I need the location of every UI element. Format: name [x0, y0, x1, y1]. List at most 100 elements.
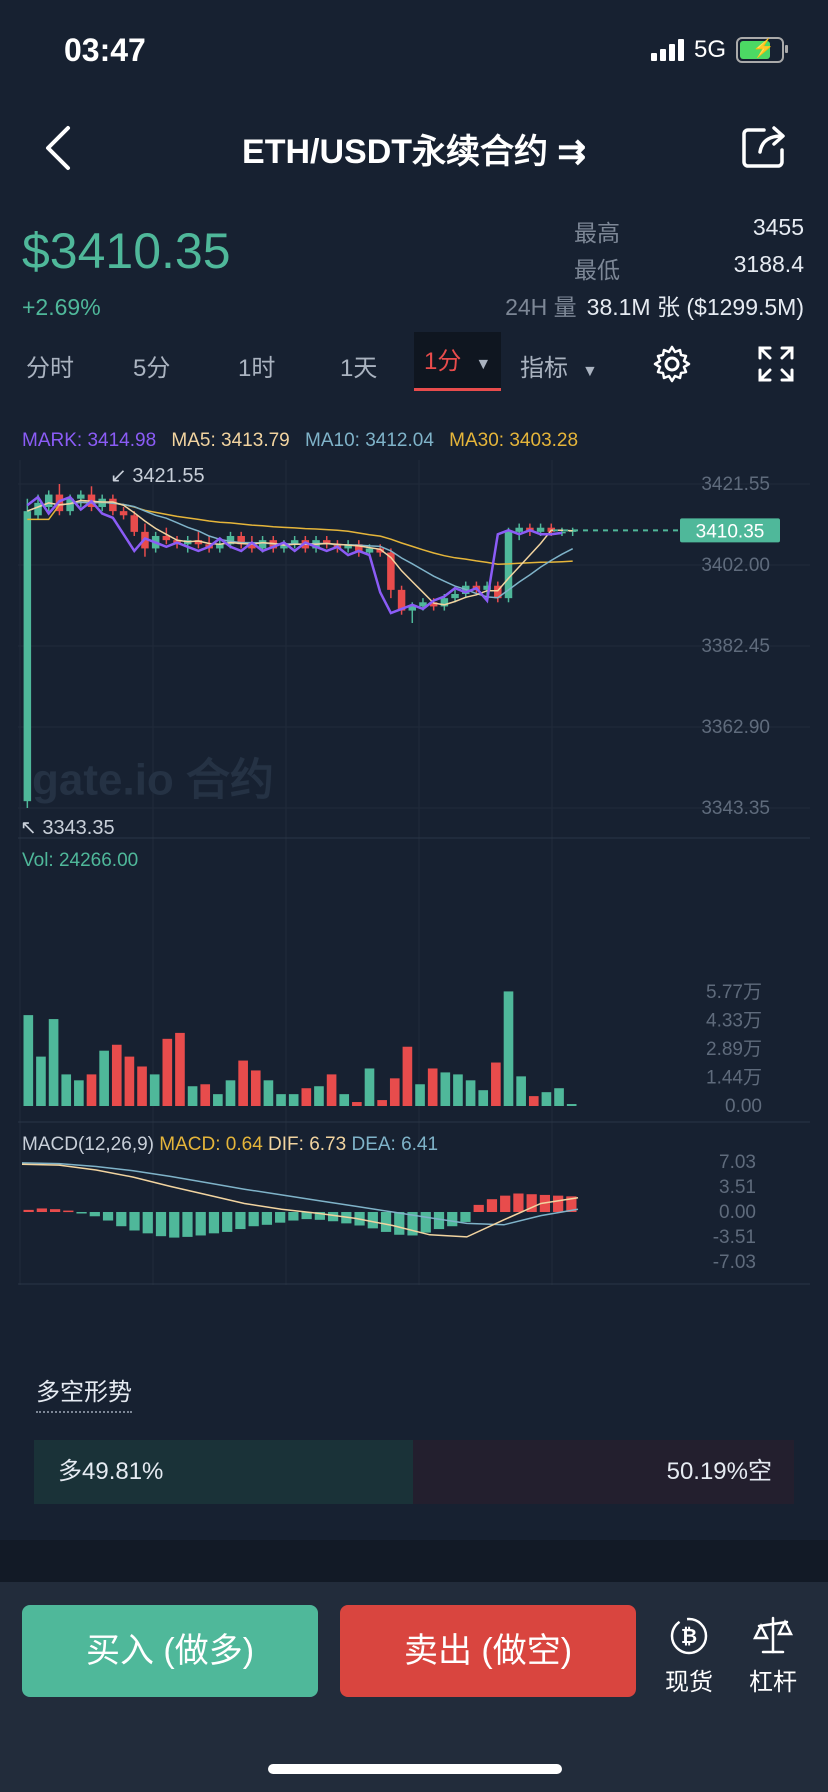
- leverage-button[interactable]: 杠杆: [738, 1614, 808, 1697]
- signal-icon: [650, 39, 684, 61]
- candle-body: [504, 531, 513, 599]
- tab-timeline[interactable]: 分时: [26, 355, 74, 382]
- candle-body: [365, 548, 374, 553]
- tab-indicators[interactable]: 指标 ▼: [520, 348, 598, 383]
- min-price-annotation: ↖ 3343.35: [20, 817, 115, 839]
- market-bias-title[interactable]: 多空形势: [36, 1372, 132, 1413]
- candle-body: [77, 494, 85, 499]
- volume-bar: [364, 1068, 375, 1106]
- volume-bar: [263, 1080, 274, 1106]
- macd-bar: [394, 1212, 405, 1235]
- long-ratio: 多49.81%: [34, 1440, 413, 1504]
- macd-bar: [433, 1212, 445, 1230]
- indicator-legend: MARK: 3414.98 MA5: 3413.79 MA10: 3412.04…: [22, 430, 588, 452]
- candle-body: [344, 544, 352, 549]
- macd-bar: [261, 1212, 273, 1225]
- candle-body: [226, 535, 235, 545]
- volume-bar: [48, 1019, 59, 1106]
- candle-body: [237, 535, 245, 545]
- tab-5min[interactable]: 5分: [133, 355, 171, 382]
- macd-legend: MACD(12,26,9) MACD: 0.64 DIF: 6.73 DEA: …: [22, 1134, 438, 1155]
- macd-bar: [367, 1212, 378, 1229]
- buy-long-button[interactable]: 买入 (做多): [22, 1605, 318, 1697]
- candle-body: [376, 548, 384, 553]
- macd-bar: [208, 1212, 220, 1234]
- macd-bar: [63, 1210, 74, 1213]
- volume-bar: [276, 1094, 286, 1106]
- macd-bar: [566, 1196, 577, 1212]
- volume-tick-label: 5.77万: [706, 982, 762, 1003]
- network-type: 5G: [693, 36, 726, 63]
- last-price: $3410.35: [22, 223, 231, 279]
- sell-short-button[interactable]: 卖出 (做空): [340, 1605, 636, 1697]
- candle-body: [515, 527, 523, 532]
- macd-bar: [195, 1212, 206, 1236]
- tab-1day[interactable]: 1天: [340, 355, 378, 382]
- candle-body: [248, 544, 256, 549]
- macd-bar: [500, 1195, 511, 1212]
- tab-indicators-label: 指标: [520, 355, 568, 382]
- volume-bar: [23, 1015, 34, 1106]
- tab-1min[interactable]: 1分 ▼: [414, 332, 502, 391]
- macd-bar: [526, 1194, 537, 1212]
- market-bias-bar: 多49.81% 50.19%空: [34, 1440, 794, 1504]
- status-icons: 5G ⚡: [650, 36, 788, 64]
- share-icon[interactable]: [740, 124, 790, 170]
- contract-title[interactable]: ETH/USDT永续合约 ⇉: [242, 133, 586, 171]
- volume-bar: [86, 1074, 97, 1106]
- fullscreen-icon[interactable]: [756, 344, 796, 384]
- candle-body: [216, 544, 224, 549]
- macd-bar: [222, 1212, 233, 1232]
- candle-body: [44, 494, 53, 507]
- current-price-tag: [680, 518, 780, 543]
- volume-bar: [61, 1074, 72, 1106]
- volume-bar: [453, 1074, 463, 1106]
- macd-bar: [473, 1204, 484, 1212]
- macd-bar: [314, 1212, 325, 1220]
- low-label: 最低: [574, 257, 620, 283]
- candle-body: [355, 544, 363, 553]
- ticker-stats: 最高 3455 最低 3188.4 24H 量 38.1M 张 ($1299.5M): [505, 214, 804, 325]
- macd-tick-label: -3.51: [713, 1227, 756, 1248]
- bitcoin-icon: ₿: [670, 1617, 708, 1655]
- volume-bar: [111, 1044, 122, 1106]
- kline-chart[interactable]: 3421.55 3402.00 3382.45 3362.90 3343.35 gate.…: [18, 460, 810, 1312]
- tab-1hour[interactable]: 1时: [238, 355, 276, 382]
- candle-body: [162, 535, 171, 541]
- spot-button[interactable]: ₿ 现货: [654, 1614, 724, 1697]
- volume-label: 24H 量: [505, 294, 577, 320]
- macd-bar: [36, 1208, 47, 1212]
- home-indicator: [268, 1764, 562, 1774]
- macd-bar: [553, 1195, 564, 1212]
- chart-svg: 3421.55 3402.00 3382.45 3362.90 3343.35 gate.…: [18, 460, 810, 1312]
- ma30-line: [27, 501, 573, 565]
- high-label: 最高: [574, 220, 620, 246]
- volume-bar: [352, 1102, 362, 1106]
- macd-bar: [116, 1212, 127, 1227]
- battery-icon: ⚡: [736, 37, 788, 63]
- volume-bar: [301, 1088, 312, 1106]
- current-price-label: 3410.35: [696, 521, 765, 542]
- volume-bar: [541, 1092, 552, 1106]
- volume-bar: [566, 1104, 577, 1106]
- volume-bar: [503, 991, 514, 1106]
- back-icon[interactable]: [40, 118, 80, 178]
- candle-body: [258, 540, 267, 549]
- candle-body: [494, 585, 502, 599]
- gear-icon[interactable]: [652, 344, 692, 384]
- watermark: gate.io 合约: [32, 756, 274, 805]
- candle-body: [558, 531, 566, 534]
- legend-ma30: MA30: 3403.28: [449, 430, 579, 451]
- candle-body: [387, 552, 395, 590]
- volume-bar: [200, 1084, 211, 1106]
- macd-bar: [447, 1212, 458, 1227]
- candle-body: [536, 527, 545, 532]
- volume-bar: [213, 1094, 223, 1106]
- candle-body: [483, 585, 491, 590]
- macd-bar: [169, 1212, 180, 1238]
- volume-bar: [175, 1032, 185, 1106]
- candle-body: [440, 598, 449, 607]
- candle-body: [194, 540, 203, 545]
- volume-bar: [36, 1056, 46, 1106]
- macd-bar: [182, 1212, 193, 1237]
